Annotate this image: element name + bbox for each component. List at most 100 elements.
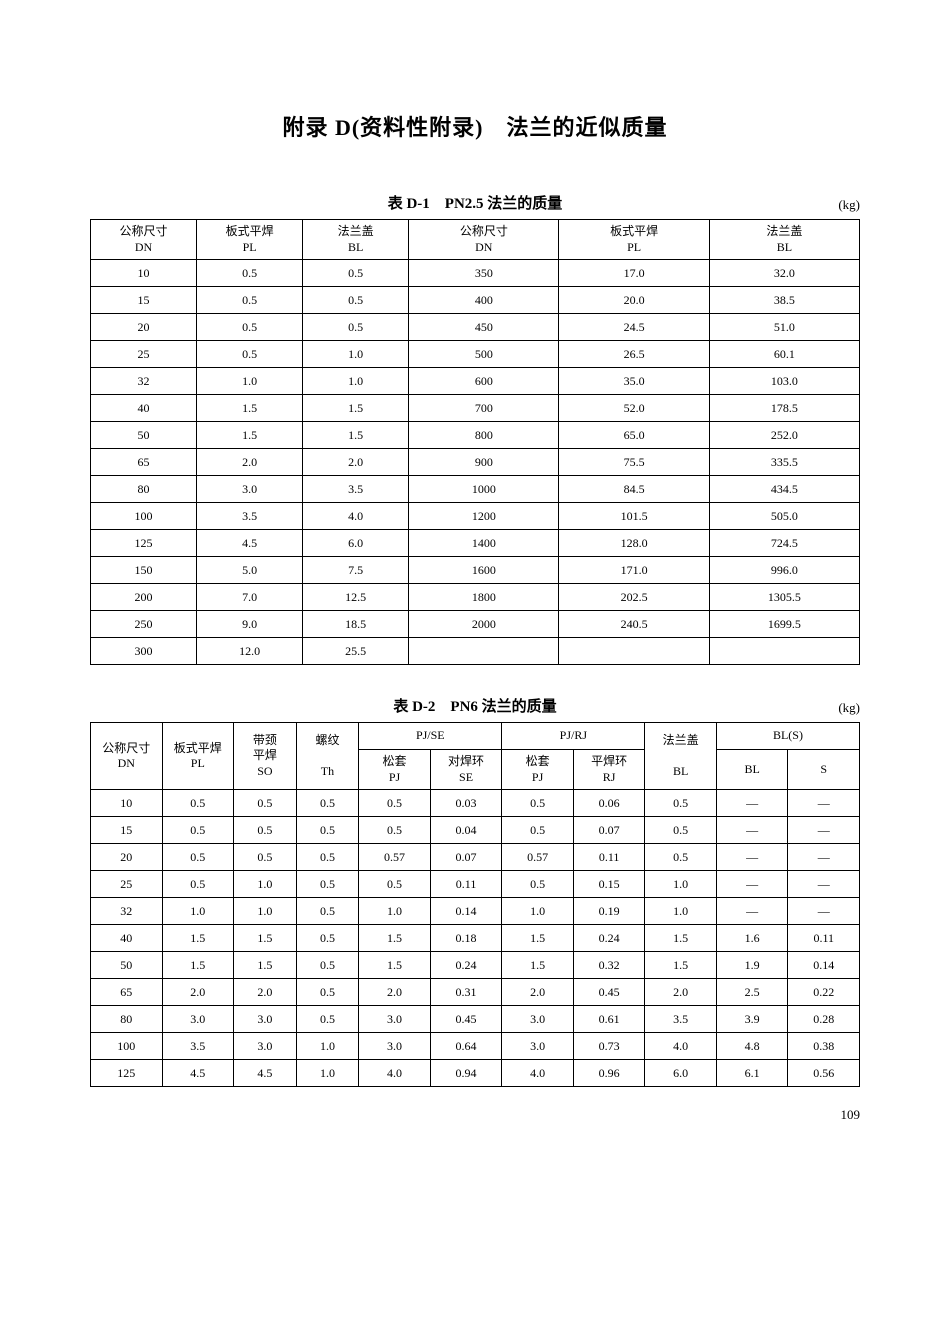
table-cell: 100 — [91, 503, 197, 530]
t1-h-pl-l: 板式平焊PL — [197, 220, 303, 260]
table-row: 1003.54.01200101.5505.0 — [91, 503, 860, 530]
table-cell: 0.5 — [359, 817, 431, 844]
table-cell: 1.5 — [303, 422, 409, 449]
table-cell: 35.0 — [559, 368, 709, 395]
table-cell: 200 — [91, 584, 197, 611]
table-cell: 800 — [409, 422, 559, 449]
table-cell: 0.94 — [430, 1060, 502, 1087]
table1-caption: 表 D-1 PN2.5 法兰的质量 — [388, 192, 563, 213]
table-cell: 0.61 — [573, 1006, 645, 1033]
table-cell: 3.5 — [303, 476, 409, 503]
table-cell: 18.5 — [303, 611, 409, 638]
table-cell: 4.0 — [303, 503, 409, 530]
table-cell: 252.0 — [709, 422, 859, 449]
table-cell: 0.5 — [234, 817, 297, 844]
table-cell: 2.5 — [716, 979, 788, 1006]
table-row: 150.50.50.50.50.040.50.070.5—— — [91, 817, 860, 844]
table-cell: 1.6 — [716, 925, 788, 952]
table-cell: 20 — [91, 844, 163, 871]
table-cell: 7.0 — [197, 584, 303, 611]
table-cell: 2.0 — [303, 449, 409, 476]
t2-h-s: S — [788, 750, 860, 790]
table-cell: 0.07 — [573, 817, 645, 844]
table-cell: 178.5 — [709, 395, 859, 422]
table-cell: 250 — [91, 611, 197, 638]
table-cell: 0.5 — [296, 817, 359, 844]
table-cell: 0.5 — [296, 1006, 359, 1033]
t2-h-dn: 公称尺寸DN — [91, 723, 163, 790]
table-cell: — — [716, 898, 788, 925]
table-d2: 公称尺寸DN 板式平焊PL 带颈平焊SO 螺纹 Th PJ/SE PJ/RJ 法… — [90, 722, 860, 1087]
table-cell: 600 — [409, 368, 559, 395]
table-cell: 3.5 — [197, 503, 303, 530]
table-cell: 2000 — [409, 611, 559, 638]
table-cell: 1.0 — [234, 898, 297, 925]
table-cell: 2.0 — [197, 449, 303, 476]
table-cell: 0.32 — [573, 952, 645, 979]
table-cell: 1.5 — [162, 952, 234, 979]
t2-h-so: 带颈平焊SO — [234, 723, 297, 790]
table-cell: 40 — [91, 925, 163, 952]
table-cell: 1400 — [409, 530, 559, 557]
table-cell: 700 — [409, 395, 559, 422]
table-cell: 335.5 — [709, 449, 859, 476]
t2-h-rj: 平焊环RJ — [573, 750, 645, 790]
table-cell: 1.5 — [197, 422, 303, 449]
table-cell: 434.5 — [709, 476, 859, 503]
table-cell: 0.45 — [573, 979, 645, 1006]
table-cell: 350 — [409, 260, 559, 287]
table-cell: 26.5 — [559, 341, 709, 368]
table-cell: 75.5 — [559, 449, 709, 476]
table-cell: 4.5 — [197, 530, 303, 557]
table-cell: 0.5 — [197, 341, 303, 368]
table-cell: 1.0 — [645, 871, 717, 898]
table2-unit: (kg) — [838, 700, 860, 716]
table-cell: 0.04 — [430, 817, 502, 844]
table-cell — [559, 638, 709, 665]
table-cell: 1699.5 — [709, 611, 859, 638]
table-cell: 103.0 — [709, 368, 859, 395]
table-cell: 505.0 — [709, 503, 859, 530]
table-cell: 0.5 — [162, 817, 234, 844]
table-cell: 0.5 — [234, 790, 297, 817]
table-cell: 0.11 — [788, 925, 860, 952]
t1-h-bl-r: 法兰盖BL — [709, 220, 859, 260]
table-cell: 4.0 — [645, 1033, 717, 1060]
table-row: 652.02.090075.5335.5 — [91, 449, 860, 476]
table-cell: 4.5 — [234, 1060, 297, 1087]
table-cell: 0.5 — [645, 817, 717, 844]
table-cell: 0.38 — [788, 1033, 860, 1060]
table-cell: 7.5 — [303, 557, 409, 584]
table-cell: 101.5 — [559, 503, 709, 530]
table-cell: — — [716, 871, 788, 898]
table-cell: 0.5 — [645, 844, 717, 871]
table-cell: 1.5 — [234, 952, 297, 979]
table-row: 321.01.00.51.00.141.00.191.0—— — [91, 898, 860, 925]
t1-h-bl-l: 法兰盖BL — [303, 220, 409, 260]
table-cell: 12.0 — [197, 638, 303, 665]
table-cell: 0.5 — [296, 979, 359, 1006]
table-cell: 0.22 — [788, 979, 860, 1006]
table-cell: 0.56 — [788, 1060, 860, 1087]
table-cell: 0.18 — [430, 925, 502, 952]
t2-h-bls: BL(S) — [716, 723, 859, 750]
table-cell: 1.5 — [359, 925, 431, 952]
table-cell: 4.5 — [162, 1060, 234, 1087]
table-cell: 0.5 — [502, 871, 574, 898]
table-cell: 1000 — [409, 476, 559, 503]
table-cell: 0.5 — [296, 871, 359, 898]
table-cell: 1.5 — [234, 925, 297, 952]
t2-h-pl: 板式平焊PL — [162, 723, 234, 790]
table-cell: 0.5 — [359, 790, 431, 817]
table-cell: 0.15 — [573, 871, 645, 898]
table-row: 250.51.00.50.50.110.50.151.0—— — [91, 871, 860, 898]
table-row: 803.03.00.53.00.453.00.613.53.90.28 — [91, 1006, 860, 1033]
table-row: 2007.012.51800202.51305.5 — [91, 584, 860, 611]
table-cell: 0.5 — [296, 898, 359, 925]
table-cell: 0.5 — [197, 287, 303, 314]
table-row: 803.03.5100084.5434.5 — [91, 476, 860, 503]
table-cell: — — [716, 817, 788, 844]
table-cell: 38.5 — [709, 287, 859, 314]
table-cell: 0.5 — [296, 790, 359, 817]
table-cell: 3.0 — [234, 1006, 297, 1033]
